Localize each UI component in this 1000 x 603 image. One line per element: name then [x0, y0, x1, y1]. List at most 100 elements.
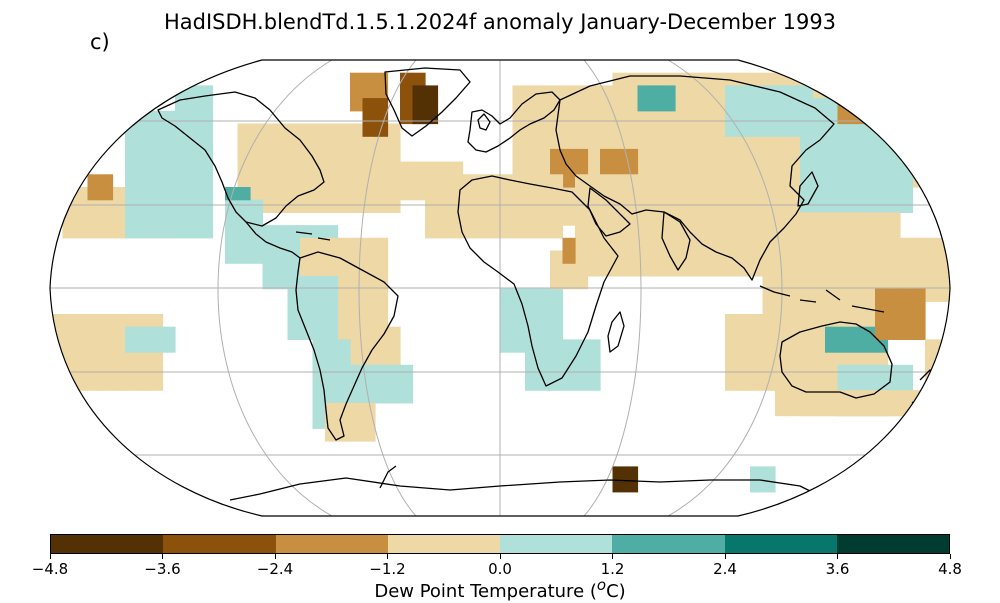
anomaly-cell: [75, 200, 88, 213]
anomaly-cell: [888, 174, 901, 187]
anomaly-cell: [738, 251, 751, 264]
anomaly-cell: [525, 378, 538, 391]
anomaly-cell: [63, 314, 76, 327]
anomaly-cell: [525, 111, 538, 124]
anomaly-cell: [275, 276, 288, 289]
anomaly-cell: [813, 238, 826, 251]
anomaly-cell: [313, 263, 326, 276]
anomaly-cell: [888, 111, 901, 124]
anomaly-cell: [200, 225, 213, 238]
colorbar-tick: [500, 554, 501, 559]
anomaly-cell: [838, 111, 851, 124]
anomaly-cell: [350, 174, 363, 187]
anomaly-cell: [863, 403, 876, 416]
anomaly-cell: [913, 85, 926, 98]
anomaly-cell: [388, 136, 401, 149]
anomaly-cell: [750, 352, 763, 365]
anomaly-cell: [375, 378, 388, 391]
anomaly-cell: [738, 225, 751, 238]
anomaly-cell: [525, 365, 538, 378]
anomaly-cell: [588, 378, 601, 391]
anomaly-cell: [50, 352, 63, 365]
anomaly-cell: [800, 403, 813, 416]
anomaly-cell: [363, 124, 376, 137]
anomaly-cell: [638, 73, 651, 86]
anomaly-cell: [288, 276, 301, 289]
anomaly-cell: [913, 403, 926, 416]
anomaly-cell: [238, 124, 251, 137]
anomaly-cell: [713, 149, 726, 162]
anomaly-cell: [950, 238, 963, 251]
anomaly-cell: [163, 212, 176, 225]
anomaly-cell: [613, 174, 626, 187]
anomaly-cell: [400, 85, 413, 98]
anomaly-cell: [413, 174, 426, 187]
anomaly-cell: [363, 136, 376, 149]
anomaly-cell: [350, 124, 363, 137]
anomaly-cell: [150, 352, 163, 365]
anomaly-cell: [838, 352, 851, 365]
anomaly-cell: [325, 225, 338, 238]
anomaly-cell: [913, 289, 926, 302]
anomaly-cell: [800, 276, 813, 289]
anomaly-cell: [863, 98, 876, 111]
anomaly-cell: [538, 352, 551, 365]
anomaly-cell: [838, 301, 851, 314]
anomaly-cell: [550, 365, 563, 378]
anomaly-cell: [263, 200, 276, 213]
colorbar-segment: [388, 535, 500, 553]
anomaly-cell: [550, 327, 563, 340]
anomaly-cell: [50, 378, 63, 391]
anomaly-cell: [88, 352, 101, 365]
anomaly-cell: [413, 187, 426, 200]
anomaly-cell: [700, 162, 713, 175]
anomaly-cell: [88, 212, 101, 225]
anomaly-cell: [863, 187, 876, 200]
anomaly-cell: [650, 225, 663, 238]
anomaly-cell: [813, 149, 826, 162]
anomaly-cell: [538, 136, 551, 149]
anomaly-cell: [525, 162, 538, 175]
anomaly-cell: [688, 212, 701, 225]
anomaly-cell: [850, 251, 863, 264]
anomaly-cell: [650, 212, 663, 225]
anomaly-cell: [200, 174, 213, 187]
anomaly-cell: [613, 263, 626, 276]
anomaly-cell: [250, 149, 263, 162]
anomaly-cell: [588, 365, 601, 378]
anomaly-cell: [738, 238, 751, 251]
anomaly-cell: [863, 200, 876, 213]
anomaly-cell: [638, 187, 651, 200]
anomaly-cell: [100, 327, 113, 340]
anomaly-cell: [800, 263, 813, 276]
anomaly-cell: [563, 276, 576, 289]
anomaly-cell: [538, 225, 551, 238]
anomaly-cell: [175, 212, 188, 225]
anomaly-cell: [838, 378, 851, 391]
anomaly-cell: [188, 212, 201, 225]
anomaly-cell: [775, 251, 788, 264]
anomaly-cell: [850, 98, 863, 111]
anomaly-cell: [750, 314, 763, 327]
anomaly-cell: [350, 403, 363, 416]
anomaly-cell: [525, 149, 538, 162]
anomaly-cell: [875, 276, 888, 289]
anomaly-cell: [375, 314, 388, 327]
anomaly-cell: [700, 225, 713, 238]
anomaly-cell: [888, 124, 901, 137]
anomaly-cell: [425, 98, 438, 111]
anomaly-cell: [888, 85, 901, 98]
anomaly-cell: [925, 149, 938, 162]
anomaly-cell: [500, 200, 513, 213]
anomaly-cell: [300, 301, 313, 314]
anomaly-cell: [225, 238, 238, 251]
anomaly-cell: [863, 289, 876, 302]
anomaly-cell: [525, 200, 538, 213]
anomaly-cell: [875, 263, 888, 276]
anomaly-cell: [750, 174, 763, 187]
anomaly-cell: [600, 200, 613, 213]
anomaly-cell: [325, 314, 338, 327]
anomaly-cell: [988, 162, 1000, 175]
anomaly-cell: [375, 263, 388, 276]
anomaly-cell: [100, 174, 113, 187]
